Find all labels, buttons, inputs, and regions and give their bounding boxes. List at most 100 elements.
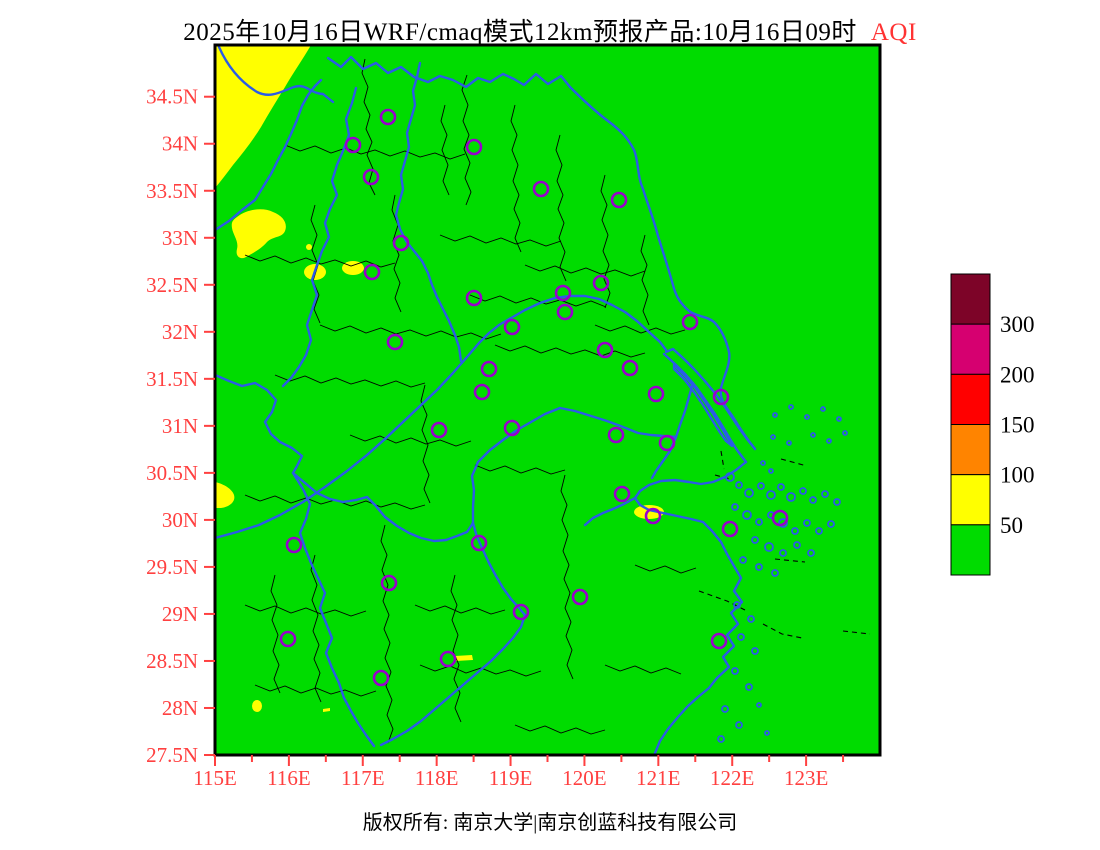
province-border <box>326 55 572 89</box>
island <box>807 549 815 557</box>
island <box>764 730 770 736</box>
city-marker <box>647 385 665 403</box>
y-axis-label: 31N <box>162 414 198 438</box>
island <box>772 412 778 418</box>
county-border <box>310 554 322 703</box>
island <box>771 569 779 577</box>
county-border <box>494 344 646 358</box>
island <box>810 432 816 438</box>
county-border <box>244 604 367 617</box>
maritime-dashed-line <box>698 590 746 611</box>
city-marker <box>532 180 550 198</box>
x-axis-label: 122E <box>710 766 754 790</box>
y-axis-label: 34.5N <box>146 85 198 109</box>
island <box>747 615 755 623</box>
island <box>809 496 817 504</box>
province-border <box>291 471 376 748</box>
maritime-dashed-line <box>780 458 808 467</box>
island <box>766 490 776 500</box>
city-marker <box>362 168 380 186</box>
island <box>826 438 832 444</box>
province-border <box>215 78 323 232</box>
island <box>735 721 743 729</box>
city-marker <box>592 274 610 292</box>
maritime-dashed-line <box>714 474 731 480</box>
island <box>745 683 753 691</box>
province-border <box>664 347 757 451</box>
city-marker <box>554 284 572 302</box>
y-axis-label: 28N <box>162 696 198 720</box>
y-axis-label: 32.5N <box>146 273 198 297</box>
island <box>760 460 766 466</box>
city-marker <box>503 318 521 336</box>
island <box>779 549 787 557</box>
county-border <box>270 574 281 694</box>
copyright-footer: 版权所有: 南京大学|南京创蓝科技有限公司 <box>362 812 738 834</box>
island <box>717 735 725 743</box>
island <box>742 510 752 520</box>
island <box>768 468 774 474</box>
county-border <box>524 264 646 277</box>
island <box>731 503 739 511</box>
map-area <box>215 45 880 755</box>
city-marker <box>712 388 730 406</box>
city-marker <box>721 520 739 538</box>
county-border <box>319 324 502 340</box>
city-marker <box>465 138 483 156</box>
province-border <box>662 352 748 464</box>
island <box>770 434 776 440</box>
city-marker <box>503 419 521 437</box>
county-border <box>284 144 466 160</box>
island <box>804 414 810 420</box>
title-text: 2025年10月16日WRF/cmaq模式12km预报产品:10月16日09时 <box>183 19 857 46</box>
y-axis-label: 30.5N <box>146 461 198 485</box>
county-border <box>420 384 431 504</box>
page-title: 2025年10月16日WRF/cmaq模式12km预报产品:10月16日09时 A… <box>183 12 917 48</box>
county-border <box>361 58 376 196</box>
island <box>737 633 745 641</box>
city-marker <box>621 359 639 377</box>
city-marker <box>644 507 662 525</box>
y-axis-label: 29N <box>162 602 198 626</box>
aqi-green-field <box>215 45 880 755</box>
y-axis-label: 29.5N <box>146 555 198 579</box>
island <box>791 527 799 535</box>
county-border <box>474 464 566 475</box>
legend-boundary-label: 300 <box>1000 312 1035 337</box>
legend-boundary-label: 100 <box>1000 463 1035 488</box>
city-marker <box>470 534 488 552</box>
x-axis-label: 116E <box>267 766 311 790</box>
county-border <box>594 324 686 335</box>
province-border <box>650 381 695 480</box>
island <box>815 527 823 535</box>
aqi-yellow-patch <box>215 482 235 508</box>
city-marker <box>710 632 728 650</box>
city-marker <box>610 191 628 209</box>
x-axis-label: 118E <box>415 766 459 790</box>
legend-segment <box>950 474 991 526</box>
county-border <box>604 664 682 675</box>
city-marker <box>380 574 398 592</box>
city-marker <box>439 650 457 668</box>
island <box>764 542 774 552</box>
legend-boundary-label: 150 <box>1000 413 1035 438</box>
y-axis-label: 31.5N <box>146 367 198 391</box>
county-border <box>440 104 450 196</box>
island <box>786 440 792 446</box>
city-marker <box>473 383 491 401</box>
island <box>755 518 763 526</box>
island <box>735 481 743 489</box>
city-marker <box>392 234 410 252</box>
city-marker <box>596 341 614 359</box>
island <box>731 667 739 675</box>
y-axis-label: 28.5N <box>146 649 198 673</box>
legend-colorbar: 300 200 150 100 50 <box>950 273 1035 576</box>
y-axis-label: 30N <box>162 508 198 532</box>
city-marker <box>386 333 404 351</box>
island <box>725 472 735 482</box>
city-marker <box>571 588 589 606</box>
county-border <box>640 234 650 326</box>
y-axis-label: 27.5N <box>146 743 198 767</box>
title-variable-aqi: AQI <box>870 19 917 46</box>
